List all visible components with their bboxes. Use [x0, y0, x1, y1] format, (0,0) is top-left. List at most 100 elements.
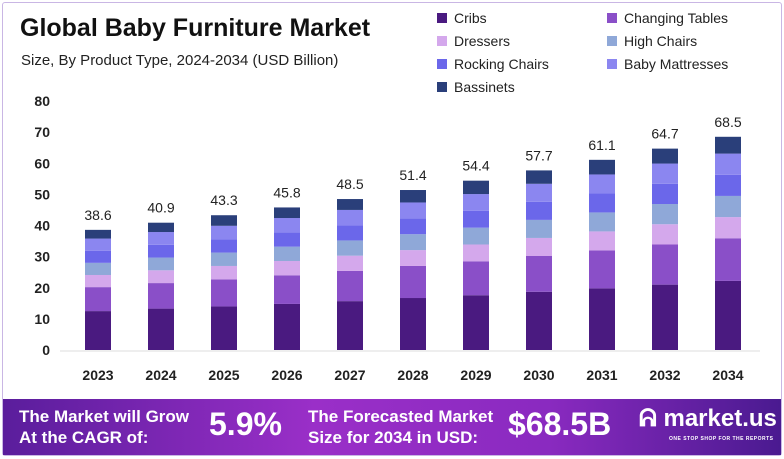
y-tick-label: 0: [42, 342, 50, 358]
bar-segment-rocking-chairs: [715, 174, 741, 196]
bar-segment-high-chairs: [400, 234, 426, 251]
bar-segment-changing-tables: [652, 244, 678, 285]
legend-swatch: [607, 36, 617, 46]
cagr-label-line1: The Market will Grow: [19, 407, 190, 426]
legend-item: Changing Tables: [607, 10, 728, 26]
bar-segment-bassinets: [715, 136, 741, 154]
forecast-label: The Forecasted Market Size for 2034 in US…: [308, 406, 493, 448]
bar-segment-bassinets: [85, 229, 111, 239]
cagr-value: 5.9%: [209, 406, 282, 442]
bar-segment-rocking-chairs: [337, 225, 363, 241]
bar-segment-dressers: [652, 224, 678, 245]
x-tick-label: 2027: [334, 367, 365, 383]
bar-segment-dressers: [526, 237, 552, 257]
legend-swatch: [437, 36, 447, 46]
bar-segment-changing-tables: [589, 250, 615, 289]
y-tick-label: 60: [34, 155, 50, 171]
bar-segment-rocking-chairs: [400, 218, 426, 235]
legend-item: Bassinets: [437, 79, 515, 95]
y-tick-label: 30: [34, 249, 50, 265]
bar-segment-bassinets: [526, 170, 552, 184]
legend-swatch: [607, 59, 617, 69]
x-tick-label: 2030: [523, 367, 554, 383]
bar-segment-baby-mattresses: [274, 218, 300, 233]
bar-segment-high-chairs: [715, 195, 741, 218]
cagr-label-line2: At the CAGR of:: [19, 428, 149, 447]
y-tick-label: 80: [34, 93, 50, 109]
y-tick-label: 70: [34, 124, 50, 140]
bar-segment-rocking-chairs: [211, 239, 237, 253]
legend-swatch: [437, 59, 447, 69]
bar-segment-rocking-chairs: [652, 183, 678, 205]
bar-segment-changing-tables: [337, 270, 363, 302]
bar-segment-changing-tables: [715, 238, 741, 281]
bar-segment-rocking-chairs: [589, 193, 615, 213]
bar-segment-changing-tables: [400, 265, 426, 299]
bar-segment-cribs: [589, 288, 615, 350]
bar-segment-dressers: [211, 265, 237, 280]
total-label: 51.4: [399, 167, 426, 183]
bar-segment-changing-tables: [85, 287, 111, 312]
legend-label: Rocking Chairs: [454, 56, 549, 72]
bar-segment-bassinets: [211, 215, 237, 226]
market-us-logo: ᕱ market.us ONE STOP SHOP FOR THE REPORTS: [639, 405, 777, 443]
bar-segment-bassinets: [652, 148, 678, 164]
legend-label: Bassinets: [454, 79, 515, 95]
y-tick-label: 40: [34, 218, 50, 234]
bar-segment-high-chairs: [148, 257, 174, 271]
bar-segment-baby-mattresses: [526, 183, 552, 202]
bar-segment-changing-tables: [463, 261, 489, 296]
bar-segment-high-chairs: [463, 227, 489, 245]
x-tick-label: 2029: [460, 367, 491, 383]
bar-chart: 0102030405060708038.6202340.9202443.3202…: [34, 93, 760, 383]
bar-segment-baby-mattresses: [85, 238, 111, 251]
bar-segment-baby-mattresses: [715, 153, 741, 175]
legend-swatch: [437, 82, 447, 92]
bar-segment-dressers: [463, 244, 489, 262]
bar-segment-high-chairs: [589, 212, 615, 232]
summary-banner: The Market will Grow At the CAGR of: 5.9%…: [3, 399, 781, 455]
x-tick-label: 2023: [82, 367, 113, 383]
bar-segment-changing-tables: [274, 275, 300, 304]
bar-segment-cribs: [463, 295, 489, 350]
bar-segment-dressers: [148, 270, 174, 284]
bar-segment-cribs: [526, 291, 552, 350]
bar-segment-cribs: [274, 303, 300, 350]
bar-segment-high-chairs: [652, 204, 678, 225]
bar-segment-changing-tables: [526, 256, 552, 292]
logo-tagline: ONE STOP SHOP FOR THE REPORTS: [669, 436, 774, 442]
x-tick-label: 2031: [586, 367, 617, 383]
chart-title: Global Baby Furniture Market: [20, 14, 371, 42]
bar-segment-baby-mattresses: [148, 232, 174, 245]
bar-segment-high-chairs: [85, 262, 111, 275]
bar-segment-cribs: [211, 306, 237, 350]
bar-segment-dressers: [400, 250, 426, 266]
bar-segment-bassinets: [463, 180, 489, 195]
bar-segment-rocking-chairs: [463, 210, 489, 228]
bar-segment-high-chairs: [211, 252, 237, 266]
logo-icon: ᕱ: [639, 405, 657, 432]
bar-segment-dressers: [715, 217, 741, 239]
bar-segment-rocking-chairs: [274, 232, 300, 247]
x-tick-label: 2025: [208, 367, 239, 383]
bar-segment-dressers: [85, 274, 111, 288]
bar-segment-dressers: [337, 255, 363, 271]
x-tick-label: 2034: [712, 367, 743, 383]
legend-label: Baby Mattresses: [624, 56, 729, 72]
bar-segment-high-chairs: [337, 240, 363, 256]
legend-item: Rocking Chairs: [437, 56, 549, 72]
chart-subtitle: Size, By Product Type, 2024-2034 (USD Bi…: [21, 52, 339, 69]
bar-segment-bassinets: [274, 207, 300, 219]
legend-swatch: [437, 13, 447, 23]
total-label: 40.9: [147, 200, 174, 216]
y-tick-label: 10: [34, 311, 50, 327]
total-label: 48.5: [336, 176, 363, 192]
legend-item: Baby Mattresses: [607, 56, 728, 72]
bar-segment-rocking-chairs: [526, 201, 552, 220]
bar-segment-cribs: [715, 280, 741, 350]
bar-segment-baby-mattresses: [337, 209, 363, 226]
legend-label: Cribs: [454, 10, 487, 26]
cagr-label: The Market will Grow At the CAGR of:: [19, 406, 189, 448]
bar-segment-rocking-chairs: [85, 250, 111, 263]
bar-segment-high-chairs: [274, 246, 300, 261]
